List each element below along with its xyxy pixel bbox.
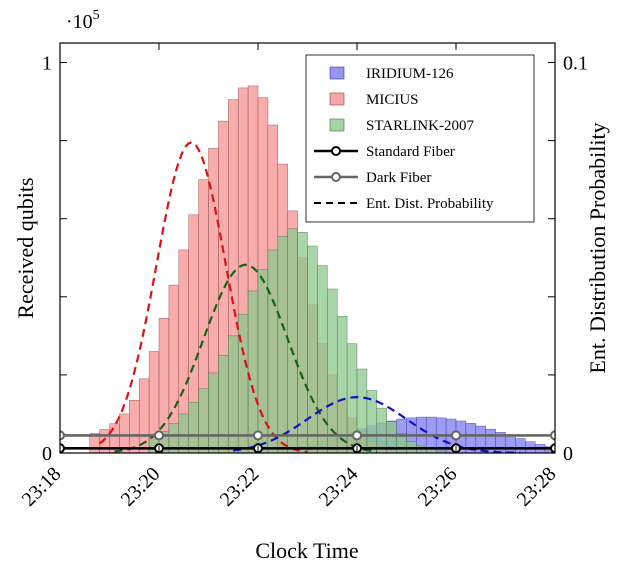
- bar-starlink-2007: [366, 390, 378, 453]
- bar-starlink-2007: [198, 388, 209, 453]
- x-tick-label: 23:22: [216, 463, 264, 511]
- left-y-axis-title: Received qubits: [13, 177, 38, 318]
- bar-starlink-2007: [188, 401, 199, 453]
- left-y-tick-label: 1: [42, 53, 52, 75]
- standard-fiber-marker: [60, 443, 65, 453]
- bar-starlink-2007: [277, 236, 288, 453]
- bar-starlink-2007: [336, 316, 348, 453]
- dark-fiber-marker: [550, 430, 555, 441]
- standard-fiber-marker: [550, 443, 555, 453]
- bar-iridium-126: [575, 451, 585, 453]
- right-y-tick-label: 0: [563, 443, 573, 465]
- legend: IRIDIUM-126 MICIUS STARLINK-2007 Standard F…: [305, 54, 535, 223]
- right-y-tick-label: 0.1: [563, 53, 588, 75]
- bar-starlink-2007: [327, 288, 338, 453]
- bar-starlink-2007: [317, 265, 328, 453]
- x-tick-label: 23:26: [414, 463, 462, 511]
- legend-swatch-iridium-126: [329, 66, 345, 80]
- x-tick-label: 23:24: [315, 463, 363, 511]
- left-y-tick-label: 0: [42, 443, 52, 465]
- plot-frame: [59, 42, 556, 454]
- dark-fiber-marker: [253, 430, 263, 441]
- legend-marker-standard-fiber: [331, 146, 341, 156]
- legend-swatch-micius: [329, 92, 345, 106]
- dark-fiber-marker: [60, 430, 65, 441]
- dark-fiber-marker: [451, 430, 461, 441]
- x-tick-label: 23:28: [513, 463, 561, 511]
- legend-label-dark-fiber: Dark Fiber: [366, 170, 431, 186]
- bar-iridium-126: [515, 438, 526, 453]
- series-lines: [60, 141, 555, 453]
- bar-starlink-2007: [307, 245, 318, 453]
- x-tick-label: 23:18: [18, 463, 66, 511]
- bar-iridium-126: [585, 452, 595, 453]
- right-y-axis-title: Ent. Distribution Probability: [585, 122, 610, 373]
- bar-starlink-2007: [376, 407, 387, 453]
- legend-label-ent-dist-probability: Ent. Dist. Probability: [366, 196, 494, 212]
- x-tick-label: 23:20: [117, 463, 165, 511]
- legend-swatch-starlink-2007: [329, 118, 345, 132]
- bar-starlink-2007: [208, 372, 219, 453]
- legend-label-micius: MICIUS: [366, 92, 419, 108]
- bar-starlink-2007: [267, 249, 279, 453]
- bar-iridium-126: [505, 435, 516, 453]
- x-axis-title: Clock Time: [255, 538, 358, 563]
- axis-ticks: [59, 43, 556, 454]
- dark-fiber-marker: [154, 430, 164, 441]
- legend-label-iridium-126: IRIDIUM-126: [366, 66, 454, 82]
- left-axis-multiplier: ·105: [66, 8, 100, 33]
- ent-prob-curve-1: [98, 141, 308, 453]
- bar-starlink-2007: [356, 368, 368, 453]
- legend-label-starlink-2007: STARLINK-2007: [366, 118, 474, 134]
- bar-starlink-2007: [247, 290, 259, 453]
- legend-label-standard-fiber: Standard Fiber: [366, 144, 455, 160]
- legend-marker-dark-fiber: [331, 172, 341, 182]
- ent-prob-curve-2: [114, 263, 377, 453]
- bar-starlink-2007: [218, 355, 229, 453]
- bar-micius: [129, 400, 140, 453]
- dark-fiber-marker: [352, 430, 362, 441]
- legend-box: [305, 54, 535, 223]
